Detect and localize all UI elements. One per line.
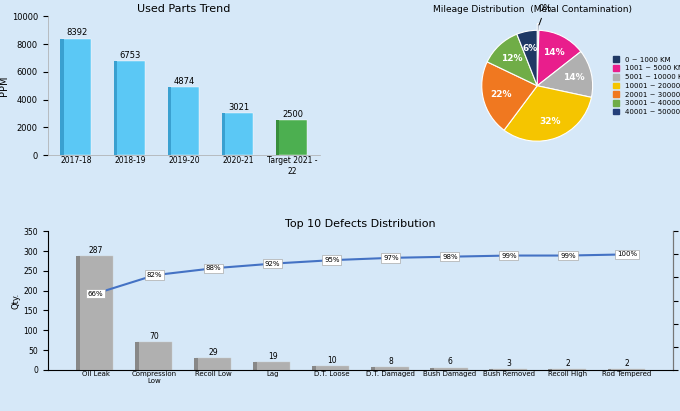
Text: 19: 19 <box>268 352 277 361</box>
Bar <box>114 62 118 155</box>
Bar <box>432 367 468 370</box>
Bar <box>169 88 199 155</box>
Bar <box>224 113 253 155</box>
Title: Top 10 Defects Distribution: Top 10 Defects Distribution <box>285 219 436 229</box>
Bar <box>135 342 139 370</box>
Bar <box>373 367 409 370</box>
Bar <box>607 369 611 370</box>
Text: 6%: 6% <box>522 44 538 53</box>
Wedge shape <box>487 34 537 86</box>
Text: 22%: 22% <box>490 90 511 99</box>
Text: 12%: 12% <box>500 54 522 62</box>
Text: 14%: 14% <box>543 48 565 57</box>
Text: 92%: 92% <box>265 261 280 267</box>
Bar <box>312 366 316 370</box>
Text: 10: 10 <box>327 356 337 365</box>
Bar <box>168 88 171 155</box>
Wedge shape <box>504 86 592 141</box>
Text: 29: 29 <box>209 348 218 357</box>
Title: Used Parts Trend: Used Parts Trend <box>137 4 231 14</box>
Text: 99%: 99% <box>560 252 576 259</box>
Bar <box>314 366 350 370</box>
Text: 4874: 4874 <box>174 77 195 86</box>
Text: 88%: 88% <box>206 265 222 271</box>
Y-axis label: PPM: PPM <box>0 76 9 96</box>
Bar <box>62 39 91 155</box>
Text: 32%: 32% <box>540 117 561 125</box>
Bar <box>550 369 585 370</box>
Text: 2: 2 <box>566 359 571 368</box>
Wedge shape <box>481 62 537 130</box>
Bar <box>491 369 526 370</box>
Text: 287: 287 <box>88 246 103 255</box>
Bar <box>255 363 290 370</box>
Bar <box>78 256 114 370</box>
Bar <box>371 367 375 370</box>
Text: 82%: 82% <box>147 272 163 278</box>
Text: 3: 3 <box>507 358 511 367</box>
Text: 100%: 100% <box>617 252 637 257</box>
Wedge shape <box>537 24 539 79</box>
Text: 8392: 8392 <box>66 28 87 37</box>
Text: 2500: 2500 <box>282 110 303 119</box>
Bar <box>549 369 552 370</box>
Bar <box>253 363 257 370</box>
Text: 6: 6 <box>447 357 452 366</box>
Wedge shape <box>517 30 537 86</box>
Text: 3021: 3021 <box>228 102 249 111</box>
Text: 95%: 95% <box>324 257 339 263</box>
Bar <box>276 120 279 155</box>
Bar <box>277 120 307 155</box>
Text: 66%: 66% <box>88 291 103 297</box>
Bar <box>116 62 146 155</box>
Bar <box>196 358 231 370</box>
Bar <box>76 256 80 370</box>
Text: 2: 2 <box>625 359 630 368</box>
Bar <box>490 369 493 370</box>
Bar <box>222 113 225 155</box>
Bar <box>430 367 434 370</box>
Legend: 0 ~ 1000 KM, 1001 ~ 5000 KM, 5001 ~ 10000 KM, 10001 ~ 20000 KM, 20001 ~ 30000 KM: 0 ~ 1000 KM, 1001 ~ 5000 KM, 5001 ~ 1000… <box>613 56 680 115</box>
Text: 99%: 99% <box>501 252 517 259</box>
Text: 97%: 97% <box>383 255 398 261</box>
Bar <box>137 342 172 370</box>
Text: 98%: 98% <box>442 254 458 260</box>
Wedge shape <box>537 51 593 97</box>
Text: Mileage Distribution  (Metal Contamination): Mileage Distribution (Metal Contaminatio… <box>433 5 632 14</box>
Text: 8: 8 <box>388 357 393 365</box>
Y-axis label: Qty.: Qty. <box>12 293 20 309</box>
Text: 14%: 14% <box>563 73 585 82</box>
Text: 70: 70 <box>150 332 159 341</box>
Text: 6753: 6753 <box>120 51 141 60</box>
Bar <box>194 358 198 370</box>
Bar <box>609 369 645 370</box>
Bar <box>60 39 63 155</box>
Text: 0%: 0% <box>539 4 551 25</box>
Wedge shape <box>537 30 581 86</box>
